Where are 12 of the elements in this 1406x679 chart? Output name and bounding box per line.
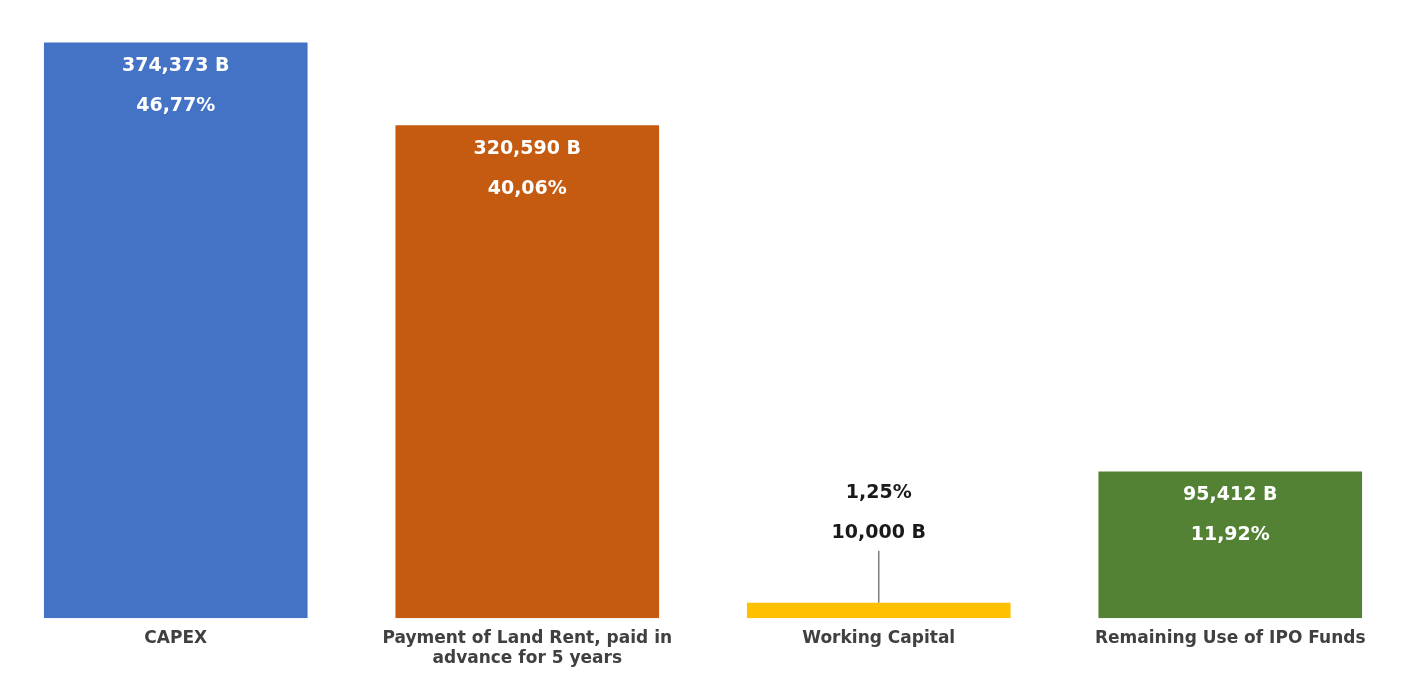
x-tick-label: Remaining Use of IPO Funds [1094, 626, 1366, 647]
bar [395, 125, 660, 619]
data-label: 320,590 B 40,06% [473, 136, 582, 199]
data-label: 1,25% 10,000 B [831, 479, 926, 542]
x-tick-label: Working Capital [802, 626, 956, 647]
x-tick-label: Payment of Land Rent, paid in advance for 5 years [382, 626, 673, 668]
data-label: 95,412 B 11,92% [1183, 482, 1278, 545]
bar [746, 602, 1011, 619]
bar [1098, 471, 1363, 619]
bar [43, 42, 308, 619]
data-label: 374,373 B 46,77% [121, 53, 230, 116]
x-tick-label: CAPEX [144, 626, 208, 647]
